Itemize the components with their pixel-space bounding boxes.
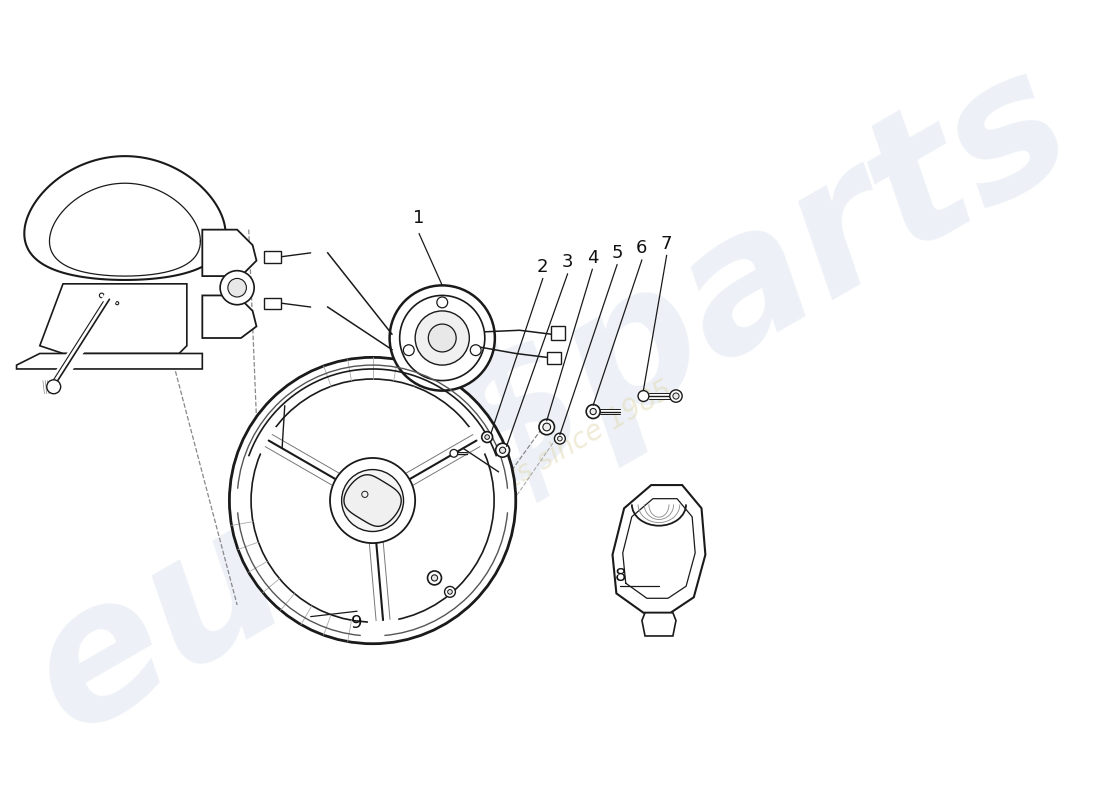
Circle shape — [342, 470, 404, 531]
Circle shape — [444, 586, 455, 598]
Circle shape — [415, 311, 470, 365]
Circle shape — [590, 409, 596, 414]
Circle shape — [431, 575, 438, 581]
Polygon shape — [24, 156, 225, 280]
Text: 2: 2 — [537, 258, 549, 276]
Text: 3: 3 — [562, 253, 573, 271]
Circle shape — [586, 405, 601, 418]
Polygon shape — [16, 354, 202, 369]
Circle shape — [496, 443, 509, 457]
Circle shape — [450, 450, 458, 457]
Text: euro$parts: euro$parts — [0, 30, 1100, 770]
Circle shape — [673, 393, 679, 399]
Text: 1: 1 — [414, 209, 425, 227]
Text: 4: 4 — [586, 249, 598, 266]
Text: a passion for parts since 1985: a passion for parts since 1985 — [300, 376, 678, 610]
Text: 5: 5 — [612, 244, 623, 262]
Circle shape — [437, 297, 448, 308]
Circle shape — [448, 590, 452, 594]
Circle shape — [116, 302, 119, 305]
Polygon shape — [613, 485, 705, 613]
Circle shape — [471, 345, 481, 355]
Circle shape — [482, 432, 493, 442]
Circle shape — [389, 286, 495, 390]
Polygon shape — [202, 295, 256, 338]
Text: 9: 9 — [351, 614, 363, 632]
Polygon shape — [264, 250, 282, 263]
Circle shape — [99, 293, 104, 298]
Circle shape — [638, 390, 649, 402]
Circle shape — [499, 447, 506, 454]
Circle shape — [670, 390, 682, 402]
Circle shape — [428, 571, 441, 585]
Polygon shape — [551, 326, 564, 339]
Circle shape — [558, 436, 562, 441]
Polygon shape — [202, 230, 256, 276]
Circle shape — [230, 358, 516, 644]
Circle shape — [539, 419, 554, 434]
Polygon shape — [344, 474, 402, 526]
Circle shape — [554, 434, 565, 444]
Circle shape — [330, 458, 415, 543]
Circle shape — [399, 295, 485, 381]
Circle shape — [428, 324, 456, 352]
Circle shape — [251, 379, 494, 622]
Polygon shape — [40, 284, 187, 354]
Polygon shape — [642, 613, 676, 636]
Circle shape — [485, 434, 490, 439]
Polygon shape — [264, 298, 282, 309]
Circle shape — [543, 423, 551, 431]
Circle shape — [404, 345, 415, 355]
Polygon shape — [547, 352, 561, 363]
Text: 6: 6 — [636, 239, 648, 258]
Text: 7: 7 — [661, 234, 672, 253]
Circle shape — [228, 278, 246, 297]
Circle shape — [220, 270, 254, 305]
Text: 8: 8 — [615, 567, 626, 586]
Circle shape — [46, 380, 60, 394]
